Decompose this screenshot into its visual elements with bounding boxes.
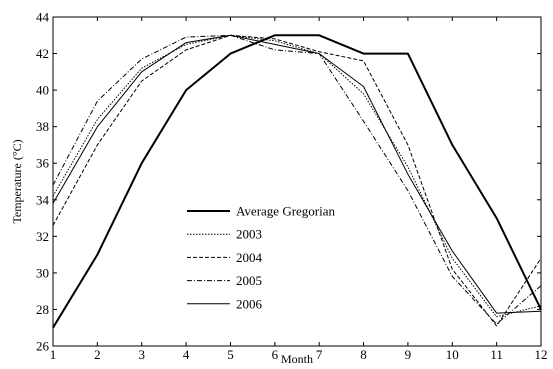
x-tick-label: 5 [227, 347, 234, 362]
y-tick-label: 26 [36, 339, 50, 354]
legend-label-3: 2005 [236, 273, 262, 288]
y-tick-label: 42 [36, 46, 49, 61]
x-tick-label: 2 [94, 347, 101, 362]
x-tick-label: 1 [50, 347, 57, 362]
series-line-4 [52, 34, 542, 314]
y-axis-label: Temperature (°C) [10, 139, 24, 223]
series-line-3 [52, 34, 542, 325]
legend-label-1: 2003 [236, 227, 262, 242]
y-tick-label: 44 [36, 10, 50, 25]
x-axis-label: Month [281, 352, 313, 366]
series-line-2 [52, 34, 542, 327]
y-tick-label: 40 [36, 83, 49, 98]
series-line-0 [52, 34, 542, 329]
x-tick-label: 4 [183, 347, 190, 362]
legend-label-0: Average Gregorian [236, 204, 336, 219]
plot-area-frame [52, 16, 542, 347]
x-tick-label: 3 [138, 347, 145, 362]
x-tick-label: 12 [535, 347, 548, 362]
y-tick-label: 36 [36, 156, 50, 171]
legend: Average Gregorian 2003 2004 2005 2006 [187, 204, 336, 311]
x-tick-label: 7 [316, 347, 323, 362]
x-tick-label: 11 [490, 347, 503, 362]
x-tick-label: 10 [446, 347, 459, 362]
y-tick-label: 28 [36, 302, 49, 317]
y-tick-label: 34 [36, 192, 50, 207]
x-tick-label: 8 [360, 347, 367, 362]
y-tick-label: 30 [36, 265, 49, 280]
legend-label-2: 2004 [236, 250, 263, 265]
y-tick-label: 38 [36, 119, 49, 134]
series-lines [52, 34, 542, 329]
legend-label-4: 2006 [236, 296, 263, 311]
x-tick-label: 9 [405, 347, 412, 362]
y-tick-label: 32 [36, 229, 49, 244]
series-line-1 [52, 34, 542, 318]
x-tick-label: 6 [272, 347, 279, 362]
